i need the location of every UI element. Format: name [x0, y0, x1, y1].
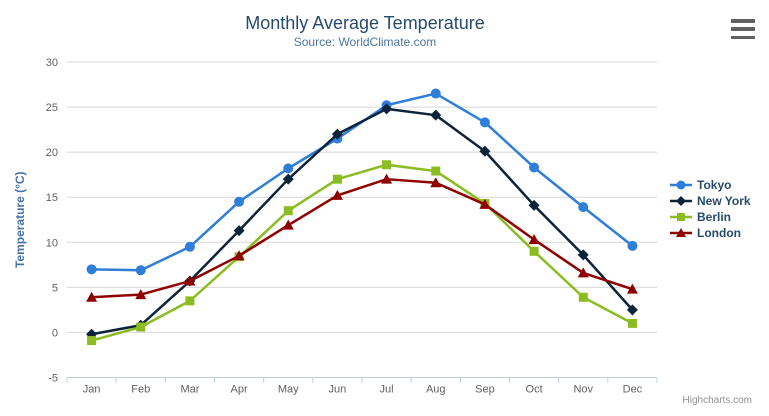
- legend: Tokyo New York Berlin London: [670, 178, 751, 242]
- legend-label: Berlin: [697, 209, 732, 224]
- circle-marker-icon: [676, 180, 686, 189]
- diamond-marker-icon: [577, 249, 589, 261]
- x-axis-tick-label: Aug: [426, 384, 446, 396]
- triangle-marker-icon: [676, 227, 686, 237]
- legend-item-tokyo[interactable]: Tokyo: [670, 177, 751, 192]
- circle-marker-icon: [135, 265, 146, 276]
- diamond-marker-icon: [381, 103, 393, 115]
- x-axis-tick-label: Dec: [623, 384, 643, 396]
- y-axis-tick-label: 20: [46, 147, 58, 159]
- square-marker-icon: [283, 206, 293, 216]
- circle-marker-icon: [283, 163, 294, 174]
- square-marker-icon: [136, 322, 146, 332]
- x-axis-tick-label: Sep: [475, 384, 495, 396]
- y-axis-tick-label: 5: [52, 282, 58, 294]
- y-axis-tick-label: 15: [46, 192, 58, 204]
- x-axis-tick-label: Oct: [526, 384, 543, 396]
- circle-marker-icon: [184, 241, 195, 252]
- diamond-marker-icon: [282, 173, 294, 185]
- diamond-marker-icon: [528, 199, 540, 211]
- y-axis-title: Temperature (°C): [13, 171, 27, 268]
- hamburger-icon: [731, 27, 755, 31]
- diamond-marker-icon: [479, 145, 491, 157]
- x-axis-tick-label: Apr: [231, 384, 248, 396]
- triangle-marker-icon: [282, 219, 294, 230]
- triangle-marker-icon: [86, 291, 98, 302]
- x-axis-tick-label: Feb: [131, 384, 150, 396]
- legend-item-london[interactable]: London: [670, 225, 751, 240]
- circle-marker-icon: [430, 88, 441, 99]
- triangle-marker-icon: [479, 198, 491, 209]
- series-london[interactable]: [86, 173, 638, 302]
- legend-label: New York: [697, 193, 751, 208]
- legend-item-new-york[interactable]: New York: [670, 193, 751, 208]
- triangle-marker-icon: [135, 289, 147, 300]
- triangle-marker-icon: [430, 177, 442, 188]
- y-axis-tick-label: 30: [46, 57, 58, 69]
- triangle-marker-icon: [626, 283, 638, 294]
- square-marker-icon: [677, 212, 685, 221]
- diamond-marker-icon: [670, 195, 692, 206]
- legend-item-berlin[interactable]: Berlin: [670, 209, 751, 224]
- circle-marker-icon: [670, 180, 692, 189]
- circle-marker-icon: [529, 162, 540, 173]
- square-marker-icon: [185, 296, 195, 306]
- x-axis-tick-label: Jun: [329, 384, 347, 396]
- diamond-marker-icon: [331, 128, 343, 140]
- square-marker-icon: [87, 336, 97, 346]
- legend-label: Tokyo: [697, 177, 732, 192]
- series-new-york[interactable]: [86, 103, 638, 340]
- credits-link[interactable]: Highcharts.com: [682, 395, 752, 406]
- chart-title: Monthly Average Temperature: [245, 13, 485, 33]
- y-axis-tick-label: 25: [46, 102, 58, 114]
- triangle-marker-icon: [528, 234, 540, 245]
- triangle-marker-icon: [233, 250, 245, 261]
- diamond-marker-icon: [626, 304, 638, 316]
- chart-subtitle: Source: WorldClimate.com: [293, 35, 437, 49]
- square-marker-icon: [332, 174, 342, 184]
- square-marker-icon: [627, 318, 637, 328]
- series-line-berlin[interactable]: [90, 163, 634, 342]
- x-axis-tick-label: Jul: [380, 384, 394, 396]
- circle-marker-icon: [234, 196, 245, 207]
- x-axis-tick-label: Jan: [83, 384, 101, 396]
- circle-marker-icon: [578, 202, 589, 213]
- series-line-tokyo[interactable]: [90, 92, 634, 272]
- y-axis-tick-label: -5: [48, 373, 58, 385]
- square-marker-icon: [578, 292, 588, 302]
- export-menu-button[interactable]: [731, 19, 757, 39]
- square-marker-icon: [670, 212, 692, 221]
- y-axis-tick-label: 0: [52, 327, 58, 339]
- triangle-marker-icon: [577, 267, 589, 278]
- series-line-london[interactable]: [90, 177, 634, 299]
- hamburger-icon: [731, 19, 755, 23]
- circle-marker-icon: [479, 117, 490, 128]
- triangle-marker-icon: [184, 275, 196, 286]
- diamond-marker-icon: [676, 195, 686, 206]
- series-line-new-york[interactable]: [90, 107, 634, 336]
- diamond-marker-icon: [233, 225, 245, 237]
- x-axis-tick-label: May: [278, 384, 299, 396]
- triangle-marker-icon: [331, 189, 343, 200]
- legend-label: London: [697, 225, 741, 240]
- x-axis-tick-label: Nov: [573, 384, 593, 396]
- circle-marker-icon: [627, 240, 638, 251]
- circle-marker-icon: [86, 264, 97, 275]
- series-tokyo[interactable]: [86, 88, 638, 276]
- series-berlin[interactable]: [87, 160, 637, 346]
- square-marker-icon: [529, 246, 539, 256]
- y-axis-tick-label: 10: [46, 237, 58, 249]
- triangle-marker-icon: [670, 227, 692, 237]
- diamond-marker-icon: [430, 109, 442, 121]
- hamburger-icon: [731, 35, 755, 39]
- square-marker-icon: [382, 160, 392, 170]
- triangle-marker-icon: [381, 173, 393, 184]
- x-axis-tick-label: Mar: [180, 384, 199, 396]
- square-marker-icon: [431, 166, 441, 176]
